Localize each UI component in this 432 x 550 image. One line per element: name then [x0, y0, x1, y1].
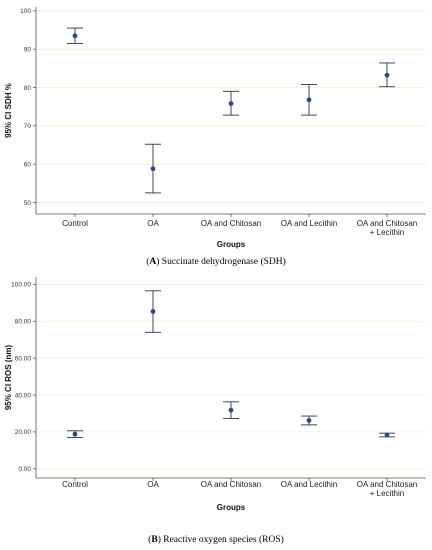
panel-b-mean-point	[306, 418, 312, 423]
panel-b-category-label: OA	[147, 480, 159, 489]
panel-a-mean-point	[228, 101, 234, 106]
panel-a-category-label: + Lecithin	[370, 228, 404, 237]
panel-a-y-tick-label: 90	[24, 46, 32, 53]
panel-a-y-tick-label: 70	[24, 123, 32, 130]
panel-b-mean-point	[384, 432, 390, 438]
panel-a-category-label: OA	[147, 219, 159, 228]
panel-b-y-tick-label: 20.00	[15, 429, 32, 436]
panel-b-y-tick-label: 80.00	[15, 319, 32, 326]
panel-a-category-label: Control	[62, 219, 88, 228]
caption-b-letter: B	[151, 535, 158, 545]
panel-a-x-axis-label: Groups	[217, 240, 246, 249]
panel-b-y-axis-label: 95% CI ROS (nm)	[4, 344, 13, 410]
panel-b-category-label: OA and Chitosan	[201, 480, 261, 489]
panel-b-y-tick-label: 40.00	[15, 392, 32, 399]
panel-b-category-label: + Lecithin	[370, 489, 404, 498]
panel-a-mean-point	[72, 33, 78, 39]
panel-a-category-label: OA and Chitosan	[201, 219, 261, 228]
caption-a-text: Succinate dehydrogenase (SDH)	[161, 257, 286, 267]
panel-b-x-axis-label: Groups	[217, 503, 246, 512]
panel-a-mean-point	[150, 166, 156, 172]
panel-a-category-label: OA and Chitosan	[357, 219, 417, 228]
panel-b-mean-point	[150, 309, 156, 314]
panel-b-mean-point	[228, 407, 234, 413]
panel-a-category-label: OA and Lecithin	[281, 219, 337, 228]
panel-a-y-axis-label: 95% CI SDH %	[4, 83, 13, 138]
caption-b-text: Reactive oxygen species (ROS)	[163, 535, 284, 545]
panel-a-y-tick-label: 60	[24, 161, 32, 168]
panel-b-y-tick-label: 100.00	[11, 282, 31, 289]
panel-b-y-tick-label: 60.00	[15, 355, 32, 362]
panel-a-y-tick-label: 80	[24, 85, 32, 92]
panel-b-mean-point	[72, 431, 78, 437]
panel-a-y-tick-label: 100	[20, 8, 31, 15]
caption-a-letter: A	[149, 257, 157, 267]
caption-a: (A) Succinate dehydrogenase (SDH)	[146, 257, 286, 267]
panel-b-category-label: OA and Lecithin	[281, 480, 337, 489]
panel-a-mean-point	[384, 72, 390, 78]
panel-b-category-label: OA and Chitosan	[357, 480, 417, 489]
panel-a-y-tick-label: 50	[24, 200, 32, 207]
panel-a-mean-point	[306, 97, 312, 103]
panel-b-y-tick-label: 0.00	[18, 466, 31, 473]
caption-b: (B) Reactive oxygen species (ROS)	[148, 535, 284, 545]
panel-b-category-label: Control	[62, 480, 88, 489]
